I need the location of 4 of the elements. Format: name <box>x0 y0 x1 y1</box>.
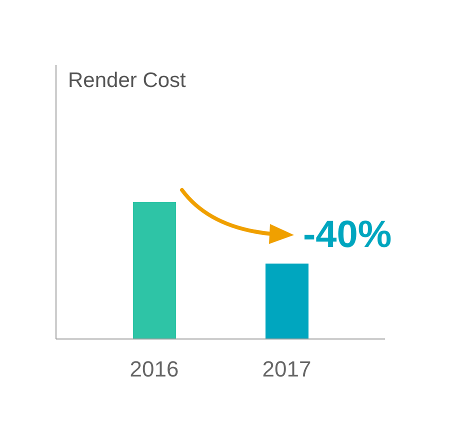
x-tick-label: 2016 <box>130 356 179 382</box>
x-tick-label: 2017 <box>262 356 312 382</box>
chart-title: Render Cost <box>68 69 186 92</box>
annotation: -40% <box>303 214 392 256</box>
